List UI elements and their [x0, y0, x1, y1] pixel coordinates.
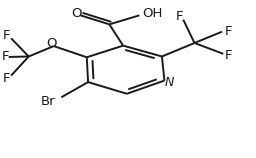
Text: O: O	[46, 37, 57, 50]
Text: F: F	[3, 29, 10, 42]
Text: F: F	[225, 25, 232, 38]
Text: F: F	[2, 50, 9, 64]
Text: OH: OH	[142, 6, 163, 20]
Text: F: F	[3, 72, 10, 85]
Text: O: O	[71, 7, 81, 20]
Text: N: N	[165, 76, 174, 89]
Text: F: F	[225, 49, 232, 62]
Text: F: F	[176, 10, 183, 23]
Text: Br: Br	[41, 95, 55, 108]
